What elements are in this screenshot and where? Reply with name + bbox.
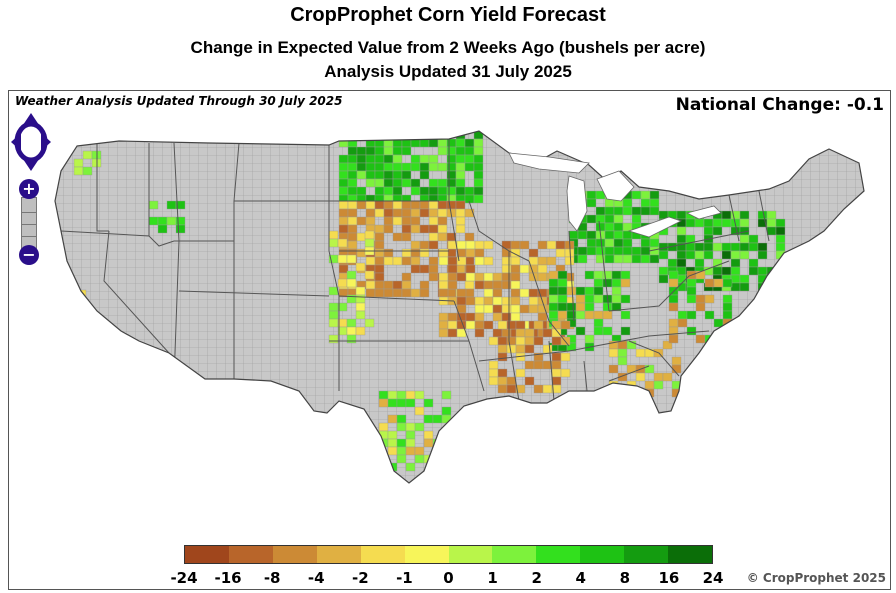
legend-label: 1	[487, 569, 498, 587]
legend-swatch	[228, 546, 273, 563]
zoom-slider-track[interactable]	[21, 197, 37, 249]
legend-swatch	[668, 546, 713, 563]
legend-swatch	[404, 546, 449, 563]
copyright: © CropProphet 2025	[746, 571, 886, 585]
zoom-control: + −	[19, 179, 39, 277]
legend-label: -8	[263, 569, 281, 587]
legend-swatch	[448, 546, 493, 563]
pan-arrows-icon[interactable]	[11, 113, 51, 171]
legend-label: -2	[351, 569, 369, 587]
legend-label: 16	[658, 569, 680, 587]
legend-labels: -24 -16 -8 -4 -2 -1 0 1 2 4 8 16 24	[169, 569, 729, 589]
legend-swatch	[492, 546, 537, 563]
legend-swatch	[316, 546, 361, 563]
legend-swatch	[624, 546, 669, 563]
legend-label: 24	[702, 569, 724, 587]
national-change: National Change: -0.1	[675, 95, 884, 115]
map-panel[interactable]: Weather Analysis Updated Through 30 July…	[8, 90, 891, 590]
chart-title: CropProphet Corn Yield Forecast	[290, 4, 606, 26]
zoom-in-button[interactable]: +	[19, 179, 39, 199]
legend-swatch	[272, 546, 317, 563]
legend-label: -24	[170, 569, 198, 587]
legend-swatch	[360, 546, 405, 563]
state-borders	[60, 139, 770, 412]
legend-label: -4	[307, 569, 325, 587]
legend-swatch	[536, 546, 581, 563]
legend-label: 4	[575, 569, 586, 587]
great-lakes	[508, 152, 722, 238]
us-county-map[interactable]	[9, 91, 891, 590]
legend-label: 2	[531, 569, 542, 587]
legend-color-bar	[184, 545, 713, 564]
weather-analysis-note: Weather Analysis Updated Through 30 July…	[15, 94, 343, 108]
legend-label: -1	[396, 569, 413, 587]
legend-label: 0	[443, 569, 454, 587]
pan-control[interactable]	[11, 113, 51, 171]
chart-subtitle: Change in Expected Value from 2 Weeks Ag…	[190, 38, 706, 57]
legend-label: 8	[619, 569, 631, 587]
legend-swatch	[580, 546, 625, 563]
zoom-out-button[interactable]: −	[19, 245, 39, 265]
legend-label: -16	[214, 569, 242, 587]
analysis-date: Analysis Updated 31 July 2025	[324, 62, 572, 81]
legend-swatch	[185, 546, 229, 563]
